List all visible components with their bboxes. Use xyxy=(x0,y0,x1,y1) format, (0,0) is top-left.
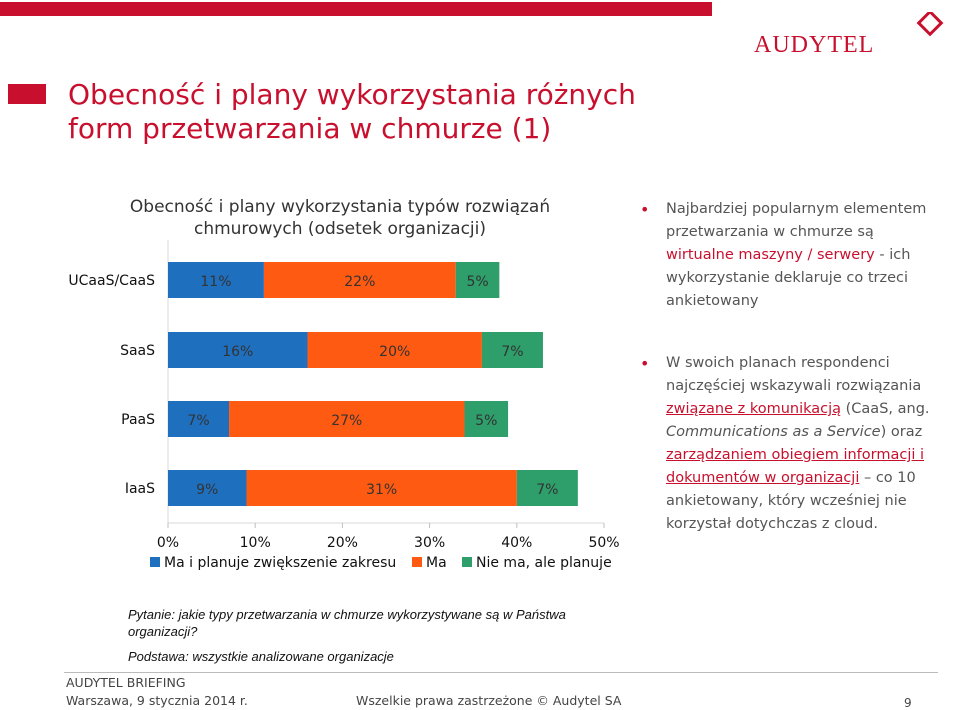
data-label: 7% xyxy=(187,413,209,429)
category-label: PaaS xyxy=(121,412,155,428)
category-label: SaaS xyxy=(120,343,155,359)
chart-title: Obecność i plany wykorzystania typów roz… xyxy=(129,197,551,239)
x-tick-label: 20% xyxy=(327,535,358,551)
bar-segment xyxy=(263,262,456,298)
footer-divider xyxy=(64,672,938,673)
x-tick-label: 50% xyxy=(588,535,619,551)
source-base: Podstawa: wszystkie analizowane organiza… xyxy=(128,649,394,664)
data-label: 5% xyxy=(475,413,497,429)
legend-swatch xyxy=(150,557,160,567)
legend-swatch xyxy=(412,557,422,567)
bar-segment xyxy=(229,401,465,437)
footer-rights: Wszelkie prawa zastrzeżone © Audytel SA xyxy=(356,693,622,708)
bar-segment xyxy=(168,262,264,298)
bullet-dot-icon: • xyxy=(640,354,650,373)
top-accent-bar xyxy=(0,2,712,16)
x-tick-label: 0% xyxy=(157,535,179,551)
bullet-2-highlight-2: zarządzaniem obiegiem informacji i dokum… xyxy=(666,447,925,486)
svg-text:AUDYTEL: AUDYTEL xyxy=(754,32,874,58)
bullet-2-text-3: ) oraz xyxy=(880,424,923,440)
data-label: 31% xyxy=(366,482,397,498)
data-label: 11% xyxy=(200,274,231,290)
bar-segment xyxy=(464,401,509,437)
bar-segment xyxy=(481,332,543,368)
legend-swatch xyxy=(462,557,472,567)
title-marker xyxy=(8,84,46,104)
data-label: 22% xyxy=(344,274,375,290)
stacked-bar-chart: UCaaS/CaaS 11% 22% 5% SaaS 16% 20% 7% PaaS 7% 27% 5… xyxy=(68,240,620,571)
data-label: 9% xyxy=(196,482,218,498)
page-title: Obecność i plany wykorzystania różnych f… xyxy=(68,78,688,146)
page-number: 9 xyxy=(904,696,912,710)
bar-segment xyxy=(168,332,308,368)
bullet-2-italic: Communications as a Service xyxy=(666,424,881,440)
data-label: 27% xyxy=(331,413,362,429)
data-label: 16% xyxy=(222,344,253,360)
bullet-1-highlight: wirtualne maszyny / serwery xyxy=(666,247,875,263)
x-tick-label: 40% xyxy=(501,535,532,551)
bullet-2-text-end: – co 10 ankietowany, który wcześniej nie… xyxy=(666,470,916,532)
data-label: 7% xyxy=(536,482,558,498)
title-line-2: form przetwarzania w chmurze (1) xyxy=(68,112,552,145)
source-note: Pytanie: jakie typy przetwarzania w chmu… xyxy=(128,606,598,665)
footer-left: AUDYTEL BRIEFING Warszawa, 9 stycznia 20… xyxy=(66,674,248,710)
bullet-2-text: W swoich planach respondenci najczęściej… xyxy=(666,355,922,394)
bullet-1-text: Najbardziej popularnym elementem przetwa… xyxy=(666,201,927,240)
audytel-logo: AUDYTEL xyxy=(754,12,944,58)
bullet-2-text-2: (CaaS, ang. xyxy=(841,401,930,417)
bar-segment xyxy=(168,401,230,437)
bar-segment xyxy=(455,262,500,298)
footer-date: Warszawa, 9 stycznia 2014 r. xyxy=(66,693,248,708)
bullet-1: • Najbardziej popularnym elementem przet… xyxy=(640,198,946,313)
legend-label: Ma xyxy=(426,555,447,571)
bar-segment xyxy=(307,332,482,368)
category-label: UCaaS/CaaS xyxy=(68,273,155,289)
x-tick-label: 30% xyxy=(414,535,445,551)
title-line-1: Obecność i plany wykorzystania różnych xyxy=(68,78,636,111)
legend-label: Ma i planuje zwiększenie zakresu xyxy=(164,555,396,571)
bar-segment xyxy=(246,470,517,506)
bar-segment xyxy=(516,470,578,506)
bullet-2-highlight-1: związane z komunikacją xyxy=(666,401,842,417)
x-tick-label: 10% xyxy=(240,535,271,551)
data-label: 5% xyxy=(466,274,488,290)
data-label: 20% xyxy=(379,344,410,360)
bar-segment xyxy=(168,470,247,506)
footer-org: AUDYTEL BRIEFING xyxy=(66,675,186,690)
category-label: IaaS xyxy=(125,481,155,497)
data-label: 7% xyxy=(501,344,523,360)
source-question: Pytanie: jakie typy przetwarzania w chmu… xyxy=(128,607,566,639)
bullet-1-text-end: - ich wykorzystanie deklaruje co trzeci … xyxy=(666,247,911,309)
bullet-dot-icon: • xyxy=(640,200,650,219)
legend-label: Nie ma, ale planuje xyxy=(476,555,612,571)
bullet-2: • W swoich planach respondenci najczęści… xyxy=(640,352,946,536)
